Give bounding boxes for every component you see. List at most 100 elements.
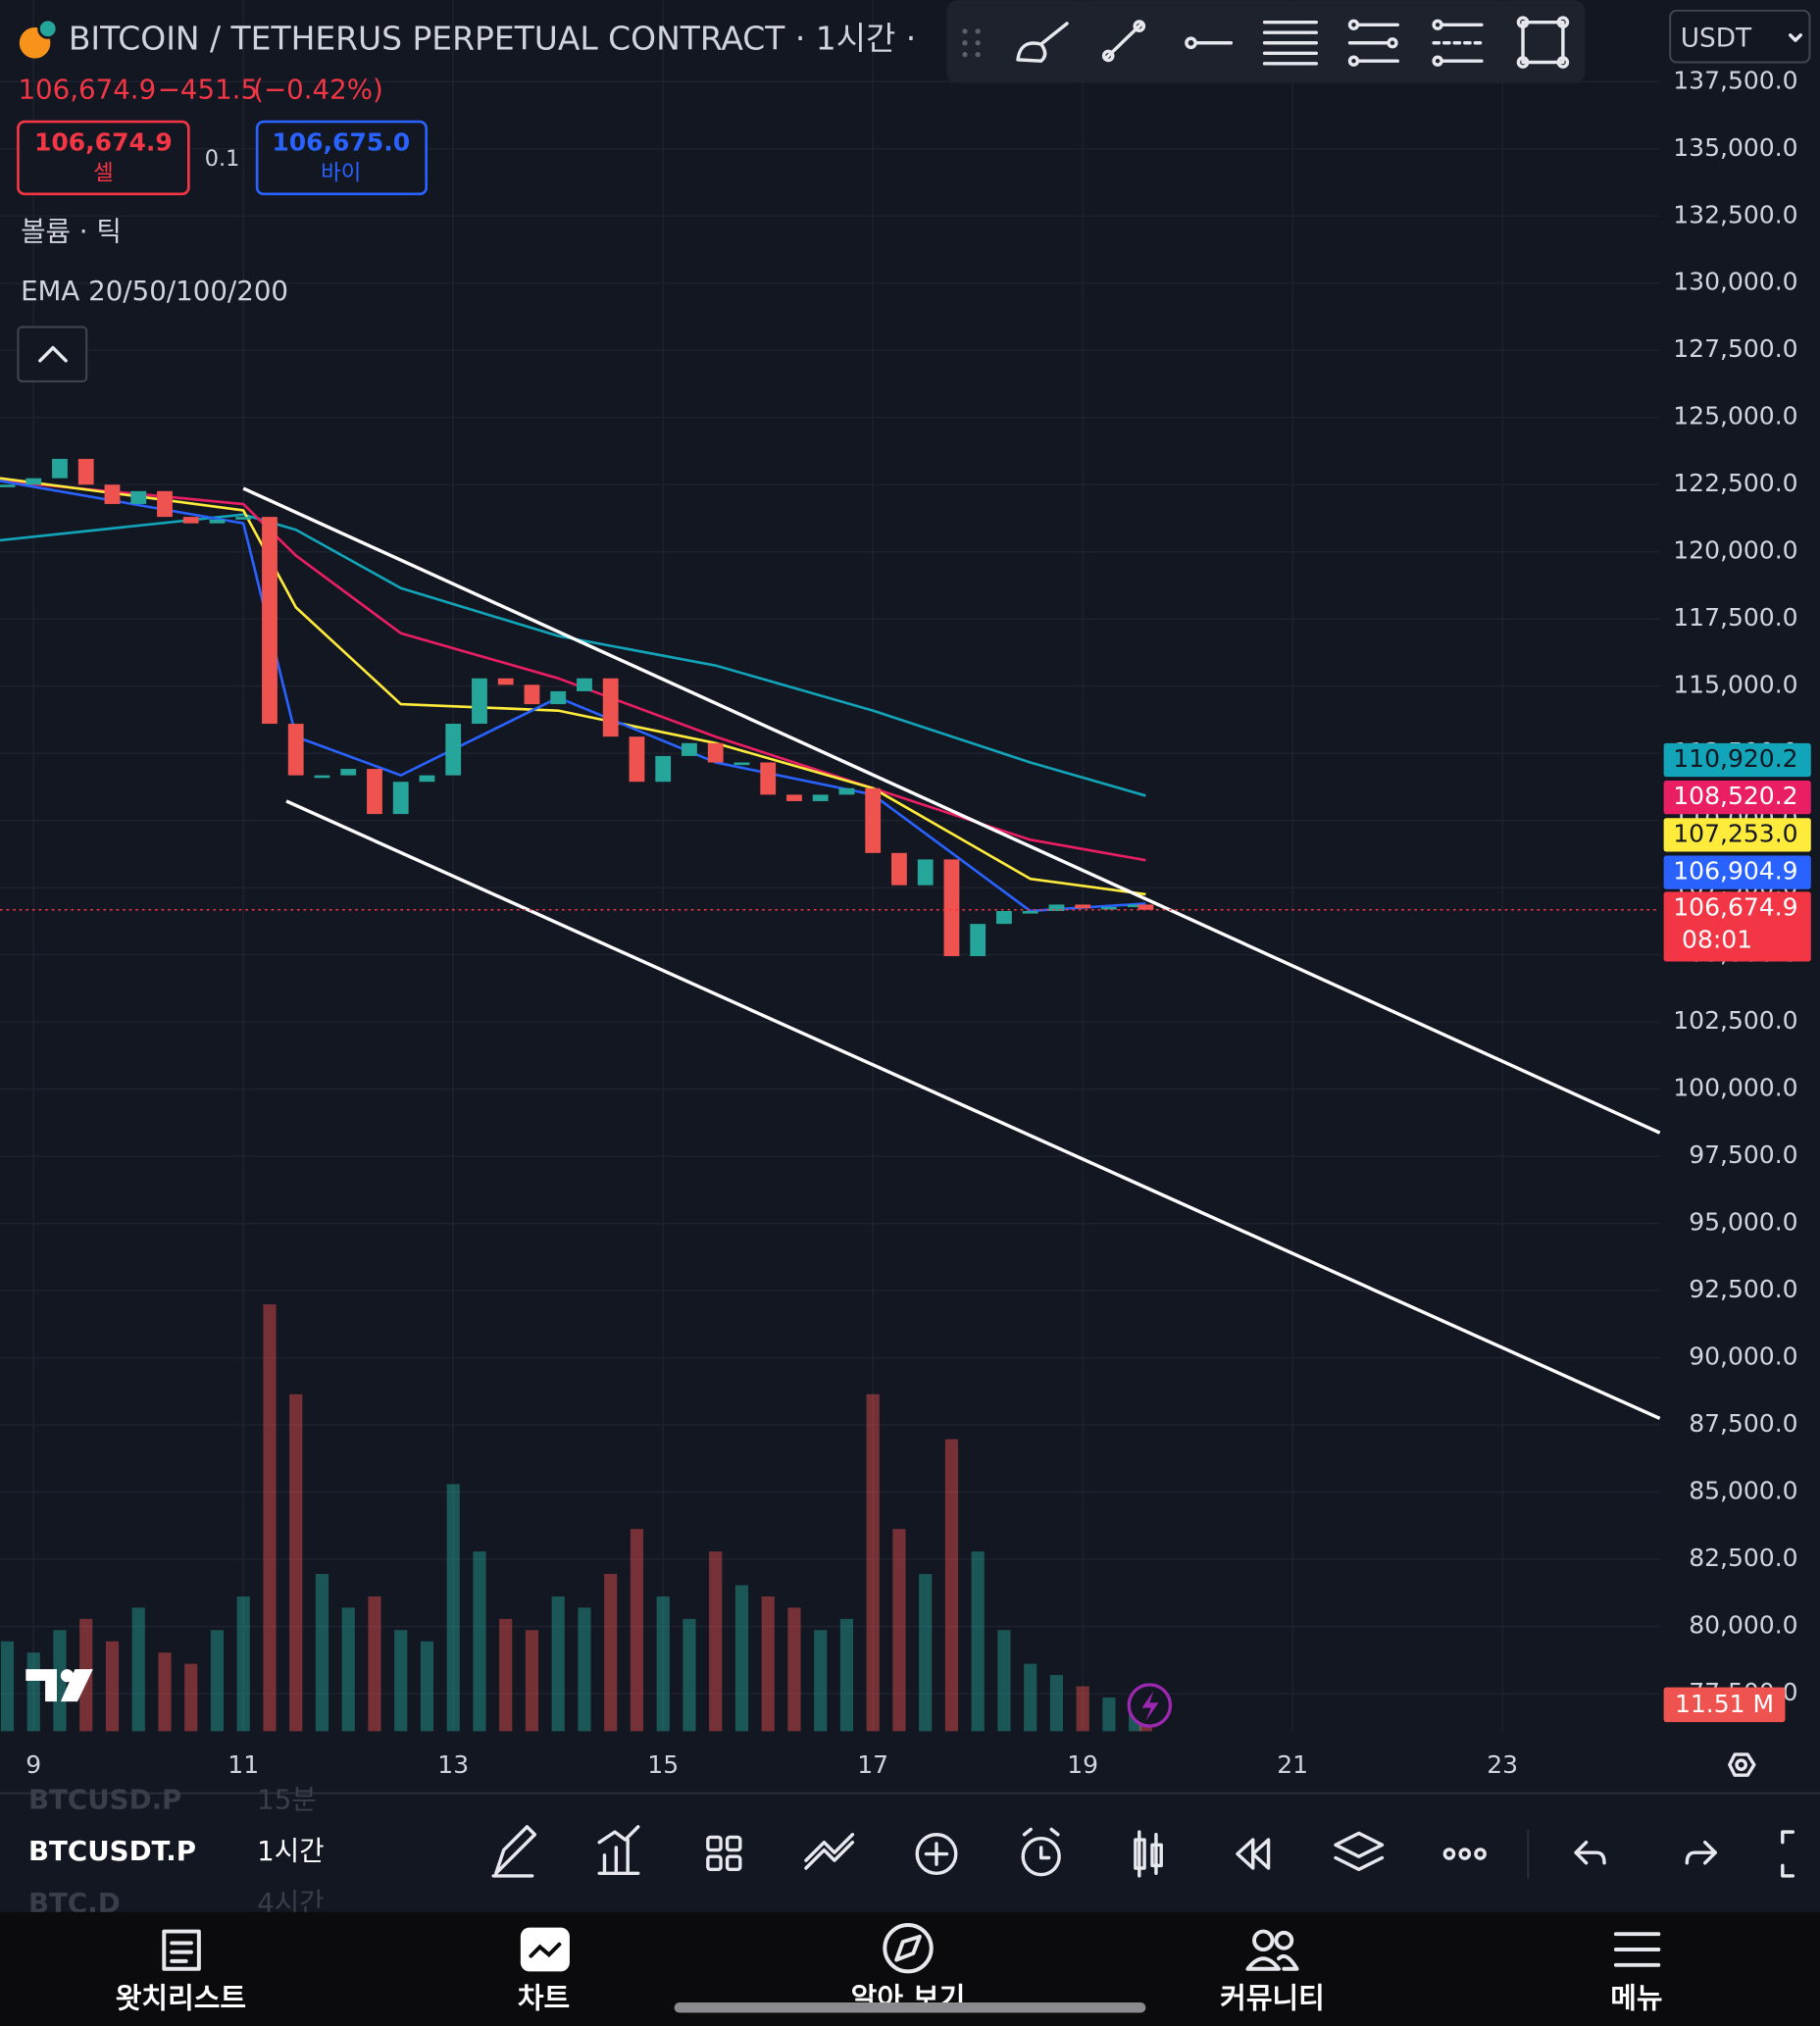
candle	[497, 678, 514, 685]
y-tick-label: 82,500.0	[1689, 1544, 1797, 1572]
last-price-badge	[1663, 891, 1811, 962]
alert[interactable]	[1021, 1827, 1061, 1877]
pitchfork-tool[interactable]	[1432, 19, 1484, 67]
volume-bar	[1024, 1663, 1037, 1732]
symbol-title: BITCOIN / TETHERUS PERPETUAL CONTRACT · …	[69, 20, 916, 58]
plot-area	[0, 0, 1661, 1732]
x-tick-label: 9	[25, 1750, 41, 1779]
candle	[25, 478, 42, 485]
nav-label[interactable]: 차트	[518, 1981, 570, 2014]
volume-bar	[761, 1595, 775, 1732]
fullscreen[interactable]	[1781, 1830, 1795, 1878]
candle	[104, 484, 121, 504]
candle	[629, 736, 645, 783]
volume-bar	[184, 1663, 198, 1732]
axis-settings[interactable]	[1728, 1752, 1756, 1777]
tether-icon	[37, 18, 59, 39]
currency[interactable]: USDT	[1681, 24, 1752, 53]
volume-bar	[131, 1607, 145, 1732]
symbol-item[interactable]: BTCUSD.P	[28, 1784, 181, 1816]
volume-bar	[26, 1652, 40, 1732]
currency-select[interactable]: USDT	[1669, 9, 1811, 64]
interval-item[interactable]: 15분	[257, 1784, 317, 1816]
watchlist-icon[interactable]	[162, 1929, 201, 1971]
templates[interactable]	[706, 1835, 742, 1872]
candle	[838, 787, 855, 795]
sell-price[interactable]: 106,674.9	[34, 127, 173, 156]
rectangle-tool[interactable]	[1516, 16, 1570, 69]
y-tick-label: 87,500.0	[1689, 1409, 1797, 1438]
chart-type[interactable]	[1134, 1830, 1163, 1878]
brush-tool[interactable]	[1016, 22, 1069, 63]
candle	[445, 724, 462, 776]
community-icon[interactable]	[1245, 1929, 1299, 1971]
x-tick-label: 15	[647, 1750, 679, 1779]
ema-value-label: 110,920.2	[1673, 744, 1797, 773]
x-tick-label: 19	[1067, 1750, 1098, 1779]
undo[interactable]	[1574, 1840, 1606, 1865]
ema-value-label: 106,904.9	[1673, 857, 1797, 886]
candle	[602, 678, 619, 737]
interval-current[interactable]: 1시간	[257, 1835, 324, 1867]
volume-bar	[971, 1551, 985, 1732]
volume-bar	[997, 1630, 1011, 1732]
buy-button[interactable]: 106,675.0 바이	[255, 120, 429, 196]
sell-button[interactable]: 106,674.9 셀	[17, 120, 190, 196]
y-tick-label: 115,000.0	[1673, 671, 1797, 699]
ema-indicator[interactable]: EMA 20/50/100/200	[21, 275, 288, 307]
menu-icon[interactable]	[1613, 1932, 1661, 1967]
volume-bar	[814, 1630, 828, 1732]
drag-handle[interactable]	[962, 28, 981, 58]
y-tick-label: 132,500.0	[1673, 200, 1797, 228]
volume-indicator[interactable]: 볼륨 · 틱	[21, 215, 122, 247]
layers[interactable]	[1334, 1831, 1385, 1872]
x-tick-label: 23	[1487, 1750, 1518, 1779]
add-button[interactable]	[915, 1833, 958, 1875]
candle	[1101, 906, 1117, 910]
x-tick-label: 13	[437, 1750, 469, 1779]
symbol-current[interactable]: BTCUSDT.P	[28, 1835, 196, 1867]
fib-tool[interactable]	[1347, 19, 1399, 67]
collapse-button[interactable]	[17, 326, 88, 382]
sell-button-frame[interactable]	[17, 120, 190, 196]
indicators[interactable]	[597, 1825, 640, 1875]
parallel-channel-tool[interactable]	[1262, 20, 1318, 66]
candle	[0, 484, 16, 487]
ema-value-label: 107,253.0	[1673, 819, 1797, 847]
sell-label[interactable]: 셀	[93, 160, 114, 185]
nav-label[interactable]: 왓치리스트	[116, 1981, 246, 2014]
more[interactable]	[1442, 1848, 1487, 1860]
chart-toolbar-bg	[0, 1793, 1820, 1912]
last-price: 106,674.9	[18, 73, 156, 105]
candle	[733, 762, 750, 766]
buy-price[interactable]: 106,675.0	[272, 127, 410, 156]
y-tick-label: 135,000.0	[1673, 133, 1797, 162]
redo[interactable]	[1685, 1840, 1718, 1865]
volume-last-label: 11.51 M	[1675, 1690, 1774, 1718]
price-change-pct: (−0.42%)	[253, 73, 383, 105]
x-tick-label: 21	[1277, 1750, 1308, 1779]
volume-bar	[53, 1630, 67, 1732]
nav-label[interactable]: 메뉴	[1610, 1981, 1662, 2014]
collapse-icon[interactable]	[38, 345, 68, 363]
buy-button-frame[interactable]	[255, 120, 429, 196]
volume-bar	[289, 1393, 303, 1732]
nav-label[interactable]: 커뮤니티	[1220, 1981, 1325, 2014]
lightning-button[interactable]	[1127, 1683, 1173, 1728]
volume-bar	[341, 1607, 355, 1732]
ema-badge	[1663, 742, 1811, 778]
replay[interactable]	[1236, 1838, 1271, 1870]
dropdown-arrow[interactable]	[1788, 33, 1802, 42]
volume-bar	[839, 1618, 854, 1732]
collapse-frame[interactable]	[17, 326, 88, 382]
price-change: −451.5	[158, 73, 258, 105]
chart-icon[interactable]	[520, 1927, 570, 1972]
buy-label[interactable]: 바이	[321, 160, 361, 185]
horizontal-ray-tool[interactable]	[1185, 36, 1234, 50]
explore-icon[interactable]	[883, 1923, 934, 1974]
trend-line-tool[interactable]	[1101, 20, 1146, 63]
currency-frame[interactable]	[1669, 9, 1811, 64]
compare[interactable]	[804, 1833, 855, 1870]
draw-tool[interactable]	[491, 1825, 537, 1878]
price-axis: 137,500.0 135,000.0 132,500.0 130,000.0 127,…	[1673, 66, 1797, 1706]
